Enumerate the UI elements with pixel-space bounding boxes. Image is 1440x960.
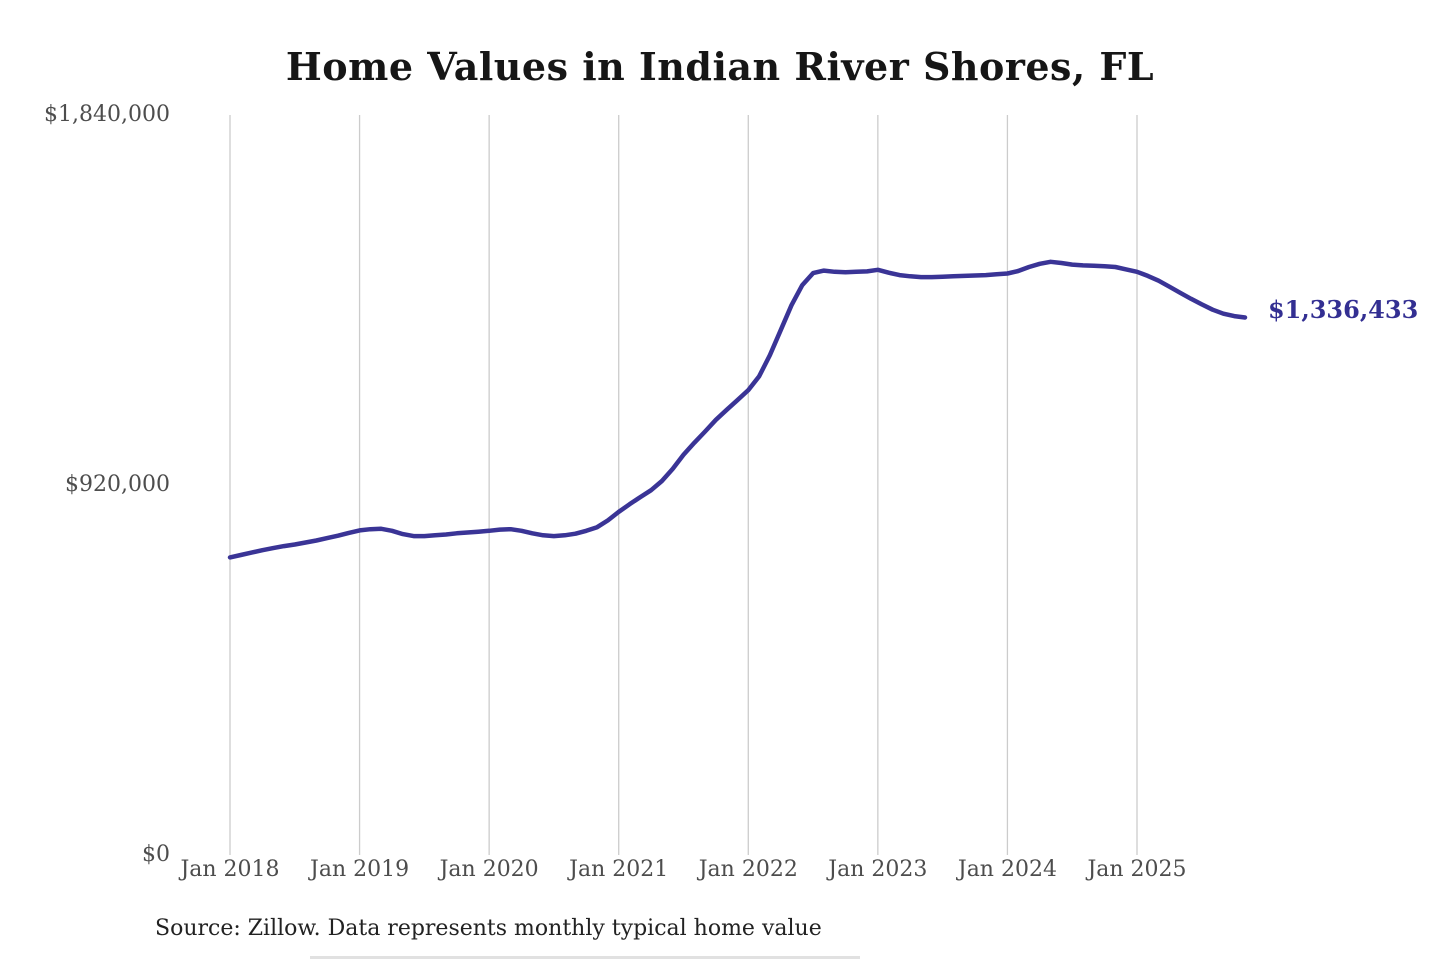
chart-title: Home Values in Indian River Shores, FL (285, 44, 1155, 89)
home-value-line (227, 259, 1248, 560)
y-tick-label: $920,000 (65, 472, 170, 497)
y-tick-label: $1,840,000 (44, 102, 170, 127)
x-tick-label: Jan 2019 (310, 857, 410, 882)
cropped-bottom-artifact (310, 956, 860, 959)
x-tick-label: Jan 2021 (569, 857, 669, 882)
x-tick-label: Jan 2025 (1087, 857, 1187, 882)
x-tick-label: Jan 2022 (698, 857, 798, 882)
x-tick-label: Jan 2023 (828, 857, 928, 882)
latest-value-annotation: $1,336,433 (1267, 294, 1419, 324)
source-note: Source: Zillow. Data represents monthly … (155, 916, 822, 941)
x-tick-label: Jan 2020 (439, 857, 539, 882)
gridlines (229, 115, 1138, 855)
y-tick-label: $0 (142, 842, 170, 867)
x-tick-label: Jan 2024 (957, 857, 1057, 882)
x-tick-label: Jan 2018 (180, 857, 280, 882)
